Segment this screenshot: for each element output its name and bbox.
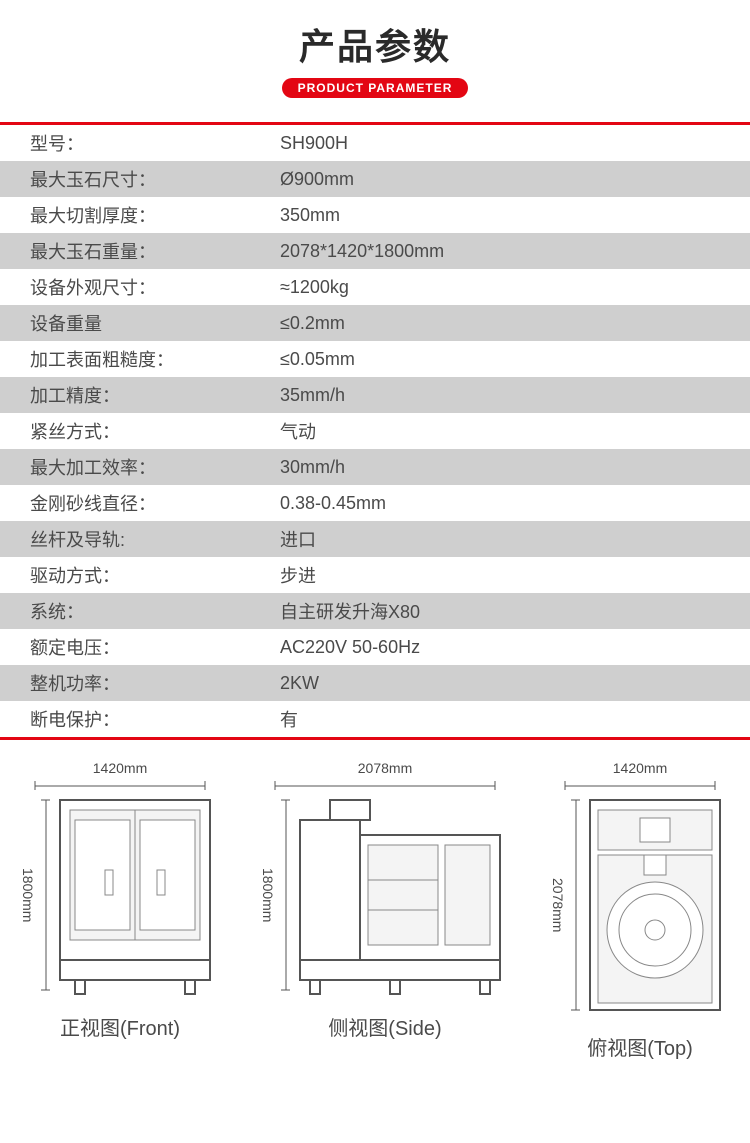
caption-front: 正视图(Front) bbox=[60, 1012, 180, 1041]
spec-value: 有 bbox=[270, 706, 750, 732]
spec-value: 0.38-0.45mm bbox=[270, 493, 750, 514]
spec-value: 气动 bbox=[270, 418, 750, 444]
caption-side: 侧视图(Side) bbox=[328, 1012, 441, 1041]
dim-width-front: 1420mm bbox=[93, 760, 147, 776]
spec-label: 整机功率： bbox=[0, 670, 270, 696]
spec-row: 金刚砂线直径：0.38-0.45mm bbox=[0, 485, 750, 521]
spec-label: 型号： bbox=[0, 130, 270, 156]
title-cn: 产品参数 bbox=[0, 18, 750, 70]
dim-height-side: 1800mm bbox=[260, 868, 276, 922]
spec-value: ≤0.05mm bbox=[270, 349, 750, 370]
spec-value: 自主研发升海X80 bbox=[270, 598, 750, 624]
spec-label: 额定电压： bbox=[0, 634, 270, 660]
diagram-front: 1420mm 1800mm 正视图(Front) bbox=[20, 760, 220, 1061]
header: 产品参数 PRODUCT PARAMETER bbox=[0, 0, 750, 110]
spec-row: 丝杆及导轨:进口 bbox=[0, 521, 750, 557]
front-view-icon bbox=[50, 790, 220, 1000]
spec-value: ≈1200kg bbox=[270, 277, 750, 298]
spec-label: 加工精度： bbox=[0, 382, 270, 408]
spec-value: 30mm/h bbox=[270, 457, 750, 478]
diagrams-row: 1420mm 1800mm 正视图(Front) 2078mm 18 bbox=[0, 740, 750, 1061]
spec-value: Ø900mm bbox=[270, 169, 750, 190]
spec-value: SH900H bbox=[270, 133, 750, 154]
spec-value: ≤0.2mm bbox=[270, 313, 750, 334]
spec-row: 设备重量≤0.2mm bbox=[0, 305, 750, 341]
spec-label: 金刚砂线直径： bbox=[0, 490, 270, 516]
spec-row: 最大切割厚度：350mm bbox=[0, 197, 750, 233]
spec-row: 最大加工效率：30mm/h bbox=[0, 449, 750, 485]
spec-value: 2078*1420*1800mm bbox=[270, 241, 750, 262]
spec-row: 型号：SH900H bbox=[0, 125, 750, 161]
spec-value: AC220V 50-60Hz bbox=[270, 637, 750, 658]
spec-label: 最大玉石重量： bbox=[0, 238, 270, 264]
spec-label: 最大玉石尺寸： bbox=[0, 166, 270, 192]
spec-row: 设备外观尺寸：≈1200kg bbox=[0, 269, 750, 305]
top-view-icon bbox=[580, 790, 730, 1020]
dim-width-side: 2078mm bbox=[358, 760, 412, 776]
spec-row: 最大玉石重量：2078*1420*1800mm bbox=[0, 233, 750, 269]
spec-row: 驱动方式：步进 bbox=[0, 557, 750, 593]
title-en-pill: PRODUCT PARAMETER bbox=[282, 78, 469, 98]
spec-label: 设备外观尺寸： bbox=[0, 274, 270, 300]
spec-row: 断电保护：有 bbox=[0, 701, 750, 737]
spec-row: 整机功率：2KW bbox=[0, 665, 750, 701]
dim-height-front: 1800mm bbox=[20, 868, 36, 922]
spec-label: 设备重量 bbox=[0, 310, 270, 336]
caption-top: 俯视图(Top) bbox=[587, 1032, 693, 1061]
spec-value: 进口 bbox=[270, 526, 750, 552]
spec-label: 断电保护： bbox=[0, 706, 270, 732]
spec-row: 系统：自主研发升海X80 bbox=[0, 593, 750, 629]
spec-row: 额定电压：AC220V 50-60Hz bbox=[0, 629, 750, 665]
spec-row: 最大玉石尺寸：Ø900mm bbox=[0, 161, 750, 197]
spec-row: 加工表面粗糙度：≤0.05mm bbox=[0, 341, 750, 377]
spec-table: 型号：SH900H最大玉石尺寸：Ø900mm最大切割厚度：350mm最大玉石重量… bbox=[0, 122, 750, 740]
spec-value: 步进 bbox=[270, 562, 750, 588]
spec-label: 最大切割厚度： bbox=[0, 202, 270, 228]
side-view-icon bbox=[290, 790, 510, 1000]
spec-label: 加工表面粗糙度： bbox=[0, 346, 270, 372]
spec-value: 350mm bbox=[270, 205, 750, 226]
diagram-top: 1420mm 2078mm 俯视图(Top) bbox=[550, 760, 730, 1061]
spec-value: 35mm/h bbox=[270, 385, 750, 406]
spec-row: 紧丝方式：气动 bbox=[0, 413, 750, 449]
spec-row: 加工精度：35mm/h bbox=[0, 377, 750, 413]
spec-value: 2KW bbox=[270, 673, 750, 694]
spec-label: 系统： bbox=[0, 598, 270, 624]
spec-label: 最大加工效率： bbox=[0, 454, 270, 480]
dim-width-top: 1420mm bbox=[613, 760, 667, 776]
spec-label: 丝杆及导轨: bbox=[0, 526, 270, 552]
dim-height-top: 2078mm bbox=[550, 878, 566, 932]
diagram-side: 2078mm 1800mm 侧视图(Side) bbox=[260, 760, 510, 1061]
spec-label: 紧丝方式： bbox=[0, 418, 270, 444]
spec-label: 驱动方式： bbox=[0, 562, 270, 588]
